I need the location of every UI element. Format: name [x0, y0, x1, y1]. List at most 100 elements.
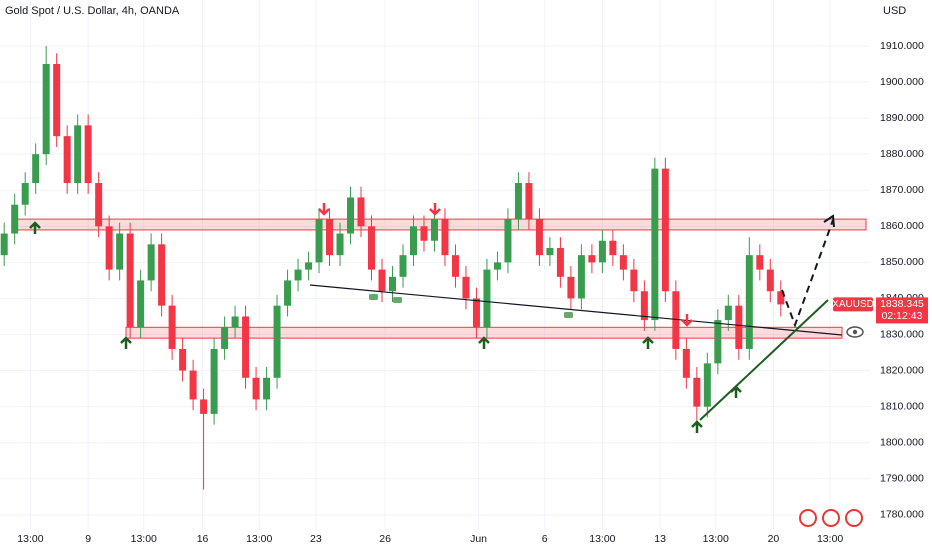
candle-body — [451, 255, 459, 277]
up-arrow — [642, 336, 654, 349]
y-tick-label: 1900.000 — [880, 76, 924, 88]
candle-body — [221, 327, 229, 349]
candle-body — [745, 255, 753, 349]
candle-body — [735, 305, 743, 349]
candle-body — [661, 168, 669, 292]
candle-body — [168, 305, 176, 349]
candle-body — [336, 233, 344, 256]
candle-body — [472, 298, 480, 328]
x-tick-label: 13:00 — [817, 533, 843, 545]
candle-body — [630, 269, 638, 292]
candle-body — [535, 219, 543, 256]
candle-body — [21, 183, 29, 205]
projection-path — [781, 219, 834, 328]
down-arrow — [681, 314, 693, 327]
x-tick-label: 13:00 — [17, 533, 43, 545]
candle-body — [556, 247, 564, 277]
candle-body — [42, 64, 50, 155]
candle-body — [493, 262, 501, 270]
up-arrow — [120, 336, 132, 349]
candle-body — [766, 269, 774, 292]
candle-body — [95, 183, 103, 227]
flag-icon — [845, 509, 863, 527]
candle-body — [63, 136, 71, 184]
candle-body — [347, 197, 355, 234]
candle-body — [242, 316, 250, 378]
candle-body — [116, 233, 124, 270]
candle-body — [546, 247, 554, 256]
down-arrows — [318, 203, 693, 327]
price-tag: XAUUSD 1838.345 02:12:43 — [832, 297, 928, 324]
y-tick-label: 1830.000 — [880, 328, 924, 340]
candle-body — [189, 370, 197, 400]
y-tick-label: 1860.000 — [880, 220, 924, 232]
candle-body — [326, 219, 334, 256]
x-tick-label: 13:00 — [589, 533, 615, 545]
thumb-icon — [393, 297, 402, 303]
y-tick-label: 1780.000 — [880, 509, 924, 521]
candle-body — [263, 377, 271, 400]
candle-body — [651, 168, 659, 321]
candle-body — [105, 226, 113, 270]
descending-trendline — [309, 284, 843, 336]
chart-title: Gold Spot / U.S. Dollar, 4h, OANDA — [5, 5, 180, 17]
candle-body — [619, 255, 627, 270]
eye-outline[interactable] — [846, 326, 864, 338]
x-tick-label: 13:00 — [703, 533, 729, 545]
candle-body — [294, 269, 302, 281]
candle-body — [32, 154, 40, 184]
up-arrow — [29, 221, 41, 234]
eye-icon[interactable] — [846, 326, 864, 338]
candle-body — [703, 363, 711, 407]
down-arrow — [318, 203, 330, 216]
x-tick-label: 13:00 — [131, 533, 157, 545]
candle-body — [672, 291, 680, 349]
drawings — [29, 203, 864, 527]
price-zone — [11, 218, 867, 231]
candles — [0, 45, 785, 490]
candle-body — [514, 183, 522, 220]
grid — [0, 0, 870, 530]
candle-body — [11, 204, 19, 234]
candle-body — [504, 219, 512, 263]
candle-body — [430, 219, 438, 241]
thumb-icon — [369, 294, 378, 300]
candle-body — [147, 244, 155, 281]
candle-body — [577, 255, 585, 299]
candle-body — [53, 64, 61, 137]
eye-pupil[interactable] — [852, 329, 858, 335]
projection-arrowhead — [823, 214, 835, 228]
up-arrow — [478, 336, 490, 349]
candle-body — [273, 305, 281, 378]
x-tick-label: 13 — [654, 533, 666, 545]
x-tick-label: 13:00 — [246, 533, 272, 545]
y-tick-label: 1890.000 — [880, 112, 924, 124]
candle-body — [441, 219, 449, 256]
thumb-icons — [369, 294, 573, 318]
down-arrow — [429, 203, 441, 216]
x-tick-label: 20 — [768, 533, 780, 545]
price-box — [876, 297, 928, 324]
candle-body — [598, 240, 606, 263]
y-tick-label: 1850.000 — [880, 256, 924, 268]
up-arrow — [691, 420, 703, 433]
support-trendline — [699, 299, 829, 421]
candle-body — [724, 305, 732, 321]
x-tick-label: Jun — [470, 533, 487, 545]
y-tick-label: 1800.000 — [880, 436, 924, 448]
candle-body — [305, 262, 313, 270]
candle-body — [756, 255, 764, 270]
candle-body — [0, 233, 8, 256]
candle-body — [179, 348, 187, 371]
x-tick-label: 23 — [310, 533, 322, 545]
candle-body — [200, 399, 208, 414]
candle-body — [315, 219, 323, 263]
candle-body — [693, 377, 701, 407]
y-tick-label: 1880.000 — [880, 148, 924, 160]
x-tick-label: 26 — [379, 533, 391, 545]
candle-body — [74, 125, 82, 184]
candle-body — [777, 291, 785, 305]
symbol-box — [833, 297, 873, 312]
